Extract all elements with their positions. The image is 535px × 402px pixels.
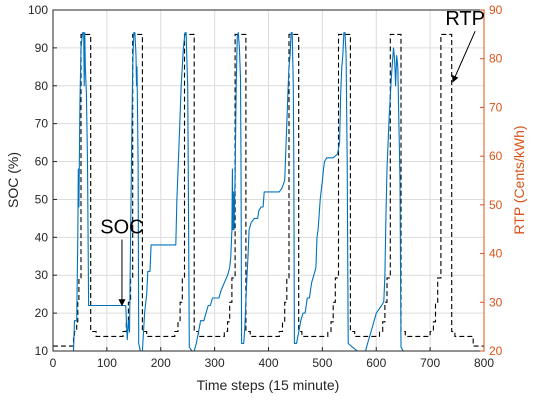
- annotation-rtp-arrow: [452, 30, 476, 83]
- y-left-tick-label: 10: [35, 344, 49, 358]
- y-right-tick-label: 90: [489, 3, 503, 17]
- x-tick-label: 500: [312, 356, 332, 370]
- x-axis: 0 100 200 300 400 500 600 700 800: [50, 347, 494, 370]
- y-right-tick-label: 80: [489, 52, 503, 66]
- y-left-tick-label: 90: [35, 41, 49, 55]
- y-right-tick-label: 20: [489, 344, 503, 358]
- x-tick-label: 700: [420, 356, 440, 370]
- y-left-tick-label: 60: [35, 155, 49, 169]
- y-left-tick-label: 100: [28, 3, 48, 17]
- y-right-tick-label: 60: [489, 149, 503, 163]
- x-tick-label: 600: [366, 356, 386, 370]
- y-left-tick-label: 70: [35, 117, 49, 131]
- y-left-tick-label: 20: [35, 306, 49, 320]
- x-tick-label: 200: [151, 356, 171, 370]
- y-axis-left: 10 20 30 40 50 60 70 80 90 100: [28, 3, 57, 358]
- x-tick-label: 800: [474, 356, 494, 370]
- y-left-tick-label: 50: [35, 192, 49, 206]
- y-right-tick-label: 70: [489, 100, 503, 114]
- y-axis-right-label: RTP (Cents/kWh): [511, 125, 527, 234]
- x-tick-label: 300: [205, 356, 225, 370]
- y-right-tick-label: 50: [489, 198, 503, 212]
- annotation-soc-label: SOC: [100, 217, 143, 239]
- y-axis-right: 20 30 40 50 60 70 80 90: [480, 3, 503, 358]
- y-left-tick-label: 30: [35, 268, 49, 282]
- y-left-tick-label: 40: [35, 230, 49, 244]
- x-tick-label: 100: [97, 356, 117, 370]
- y-right-tick-label: 30: [489, 295, 503, 309]
- soc-line: [53, 32, 404, 352]
- annotations: SOC RTP: [100, 8, 485, 307]
- y-right-tick-label: 40: [489, 247, 503, 261]
- x-axis-label: Time steps (15 minute): [197, 377, 340, 393]
- x-tick-label: 0: [50, 356, 57, 370]
- y-axis-left-label: SOC (%): [5, 152, 21, 208]
- soc-series: [53, 32, 404, 352]
- y-left-tick-label: 80: [35, 79, 49, 93]
- x-tick-label: 400: [258, 356, 278, 370]
- annotation-rtp-label: RTP: [445, 8, 485, 30]
